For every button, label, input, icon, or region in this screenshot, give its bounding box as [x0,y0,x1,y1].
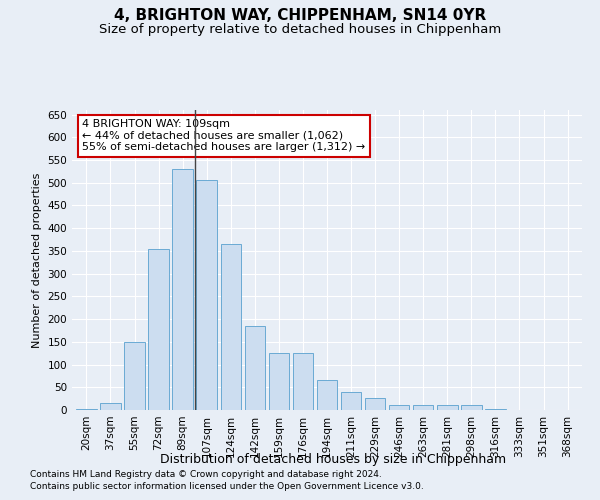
Bar [245,326,265,410]
Bar [293,353,313,410]
Bar [485,409,506,410]
Bar [100,403,121,410]
Bar [461,406,482,410]
Bar [365,398,385,410]
Bar [389,404,409,410]
Bar [148,248,169,410]
Text: Size of property relative to detached houses in Chippenham: Size of property relative to detached ho… [99,22,501,36]
Text: Contains HM Land Registry data © Crown copyright and database right 2024.: Contains HM Land Registry data © Crown c… [30,470,382,479]
Bar [124,342,145,410]
Bar [196,180,217,410]
Bar [437,404,458,410]
Text: Contains public sector information licensed under the Open Government Licence v3: Contains public sector information licen… [30,482,424,491]
Bar [317,380,337,410]
Bar [221,244,241,410]
Text: Distribution of detached houses by size in Chippenham: Distribution of detached houses by size … [160,452,506,466]
Bar [341,392,361,410]
Bar [172,169,193,410]
Bar [413,404,433,410]
Text: 4, BRIGHTON WAY, CHIPPENHAM, SN14 0YR: 4, BRIGHTON WAY, CHIPPENHAM, SN14 0YR [114,8,486,22]
Bar [76,409,97,410]
Bar [269,353,289,410]
Text: 4 BRIGHTON WAY: 109sqm
← 44% of detached houses are smaller (1,062)
55% of semi-: 4 BRIGHTON WAY: 109sqm ← 44% of detached… [82,119,365,152]
Y-axis label: Number of detached properties: Number of detached properties [32,172,42,348]
